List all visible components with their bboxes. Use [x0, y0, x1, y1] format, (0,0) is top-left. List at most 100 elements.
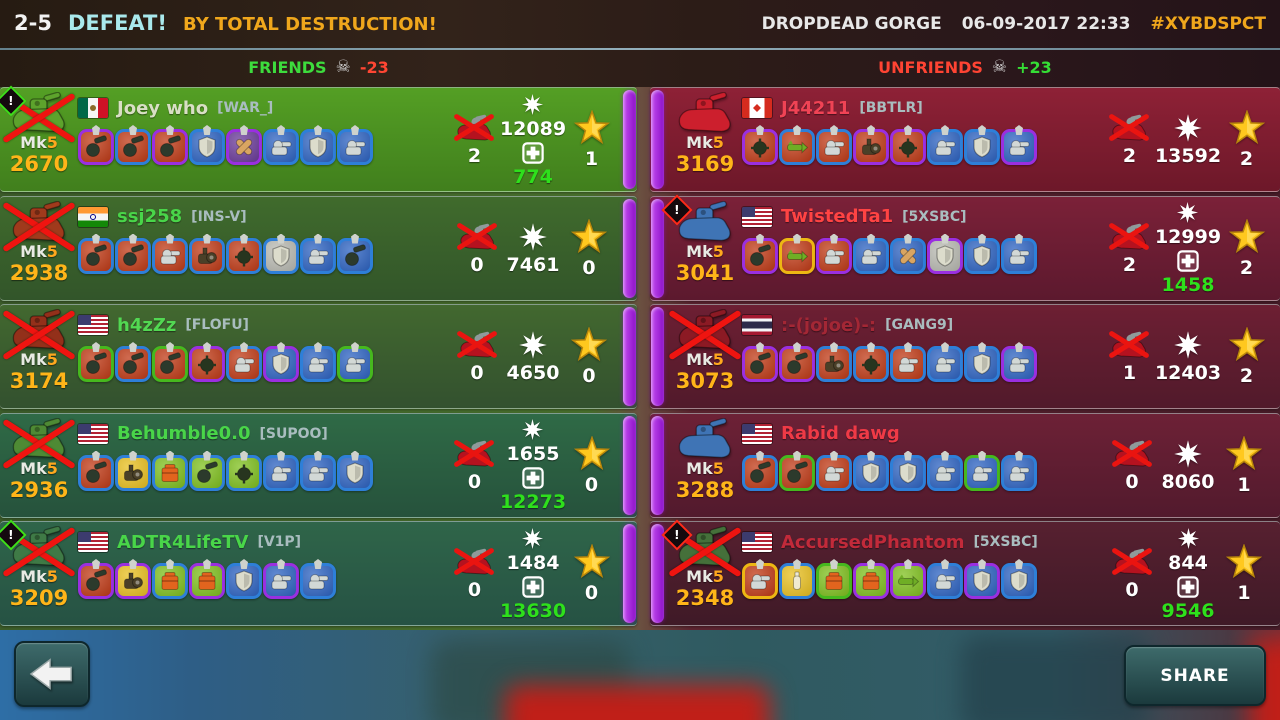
item-turret[interactable] [152, 237, 188, 274]
item-rocket[interactable] [779, 129, 815, 165]
item-turret[interactable] [300, 237, 336, 274]
item-cannon[interactable] [337, 237, 373, 274]
item-shield[interactable] [964, 563, 1000, 599]
item-turret[interactable] [1001, 454, 1037, 491]
item-turret[interactable] [964, 454, 1000, 491]
player-row[interactable]: ! Mk5 3041 TwistedTa1 [5XSBC] [650, 193, 1280, 301]
item-box[interactable] [853, 563, 889, 599]
item-cannon[interactable] [78, 129, 114, 165]
item-shield[interactable] [189, 129, 225, 165]
player-name[interactable]: Behumble0.0 [117, 423, 251, 444]
item-shield[interactable] [263, 237, 299, 274]
item-cannon[interactable] [742, 346, 778, 382]
item-shield[interactable] [964, 237, 1000, 274]
item-mine[interactable] [853, 346, 889, 382]
item-turret[interactable] [263, 563, 299, 599]
item-shield[interactable] [226, 563, 262, 599]
item-cannon[interactable] [779, 346, 815, 382]
item-turret[interactable] [816, 237, 852, 274]
item-cannon[interactable] [78, 454, 114, 491]
item-cannon[interactable] [78, 563, 114, 599]
item-turret[interactable] [927, 346, 963, 382]
player-name[interactable]: ADTR4LifeTV [117, 531, 249, 553]
player-row[interactable]: Mk5 3169 J44211 [BBTLR] [650, 87, 1280, 192]
item-engine[interactable] [853, 129, 889, 165]
item-bandage[interactable] [890, 237, 926, 274]
item-shield[interactable] [964, 129, 1000, 165]
player-name[interactable]: ssj258 [117, 206, 183, 227]
item-turret[interactable] [1001, 129, 1037, 165]
share-button[interactable]: SHARE [1124, 645, 1266, 706]
item-cannon[interactable] [742, 237, 778, 274]
item-mine[interactable] [890, 129, 926, 165]
item-shield[interactable] [853, 454, 889, 491]
item-turret[interactable] [742, 563, 778, 599]
player-row[interactable]: ! Mk5 2348 AccursedPhantom [5XSBC] [650, 519, 1280, 626]
item-engine[interactable] [115, 454, 151, 491]
item-cannon[interactable] [115, 237, 151, 274]
item-turret[interactable] [927, 454, 963, 491]
item-turret[interactable] [300, 563, 336, 599]
item-box[interactable] [189, 563, 225, 599]
item-engine[interactable] [189, 237, 225, 274]
player-row[interactable]: Mk5 3288 Rabid dawg [650, 412, 1280, 518]
item-mine[interactable] [189, 346, 225, 382]
player-name[interactable]: h4zZz [117, 314, 177, 336]
player-row[interactable]: Mk5 2938 ssj258 [INS-V] [0, 195, 637, 301]
item-turret[interactable] [890, 346, 926, 382]
item-turret[interactable] [337, 346, 373, 382]
item-turret[interactable] [300, 346, 336, 382]
item-shield[interactable] [927, 237, 963, 274]
item-engine[interactable] [816, 346, 852, 382]
item-lamp[interactable] [779, 563, 815, 599]
item-cannon[interactable] [152, 346, 188, 382]
item-cannon[interactable] [115, 129, 151, 165]
item-shield[interactable] [1001, 563, 1037, 599]
item-cannon[interactable] [742, 454, 778, 491]
item-cannon[interactable] [152, 129, 188, 165]
item-turret[interactable] [853, 237, 889, 274]
item-turret[interactable] [263, 454, 299, 491]
item-cannon[interactable] [78, 346, 114, 382]
item-bandage[interactable] [226, 129, 262, 165]
item-rocket[interactable] [779, 237, 815, 274]
item-box[interactable] [152, 454, 188, 491]
item-shield[interactable] [890, 454, 926, 491]
item-turret[interactable] [337, 129, 373, 165]
player-row[interactable]: ! Mk5 2670 Joey who [WAR_] [0, 85, 637, 192]
item-cannon[interactable] [779, 454, 815, 491]
item-turret[interactable] [1001, 237, 1037, 274]
player-name[interactable]: AccursedPhantom [781, 531, 965, 553]
item-cannon[interactable] [115, 346, 151, 382]
item-shield[interactable] [964, 346, 1000, 382]
item-turret[interactable] [1001, 346, 1037, 382]
item-shield[interactable] [300, 129, 336, 165]
item-mine[interactable] [742, 129, 778, 165]
item-box[interactable] [152, 563, 188, 599]
back-button[interactable] [14, 641, 90, 707]
item-mine[interactable] [226, 237, 262, 274]
item-shield[interactable] [337, 454, 373, 491]
item-cannon[interactable] [189, 454, 225, 491]
player-row[interactable]: ! Mk5 3209 ADTR4LifeTV [V1P] [0, 519, 637, 626]
item-rocket[interactable] [890, 563, 926, 599]
player-name[interactable]: :-(jojoe)-: [781, 314, 877, 336]
player-name[interactable]: Rabid dawg [781, 423, 900, 444]
player-name[interactable]: Joey who [117, 97, 209, 119]
item-turret[interactable] [263, 129, 299, 165]
player-name[interactable]: J44211 [781, 97, 851, 119]
item-mine[interactable] [226, 454, 262, 491]
item-cannon[interactable] [78, 237, 114, 274]
player-name[interactable]: TwistedTa1 [781, 206, 894, 227]
replay-tag[interactable]: #XYBDSPCT [1150, 14, 1266, 34]
item-turret[interactable] [927, 563, 963, 599]
item-shield[interactable] [263, 346, 299, 382]
item-turret[interactable] [226, 346, 262, 382]
item-engine[interactable] [115, 563, 151, 599]
item-box[interactable] [816, 563, 852, 599]
item-turret[interactable] [816, 454, 852, 491]
player-row[interactable]: Mk5 3174 h4zZz [FLOFU] [0, 304, 637, 409]
player-row[interactable]: Mk5 3073 :-(jojoe)-: [GANG9] [650, 304, 1280, 409]
player-row[interactable]: Mk5 2936 Behumble0.0 [SUPOO] [0, 412, 637, 518]
item-turret[interactable] [300, 454, 336, 491]
